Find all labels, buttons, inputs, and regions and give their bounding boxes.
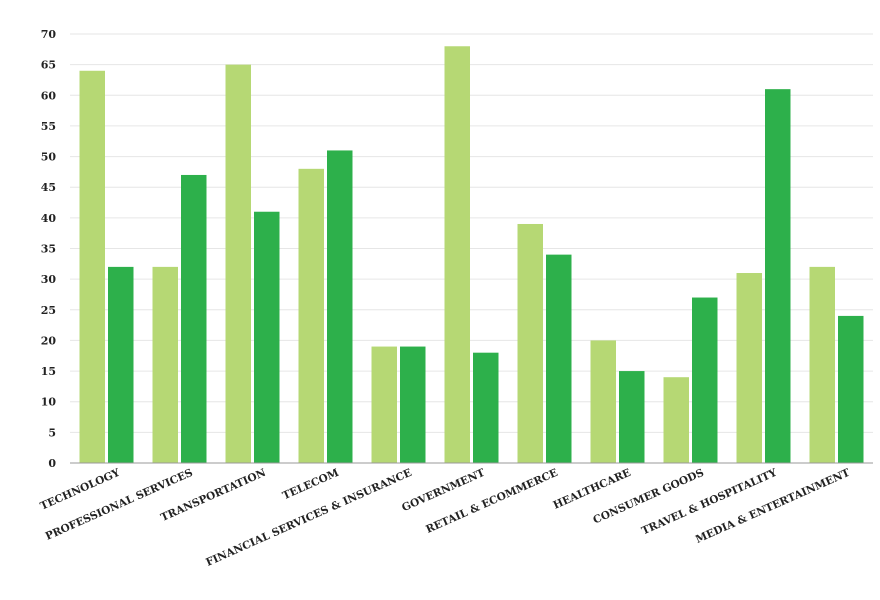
y-tick-label: 40 (41, 212, 57, 225)
bar (473, 352, 499, 463)
x-tick-label: TRAVEL & HOSPITALITY (640, 467, 779, 538)
y-tick-label: 35 (41, 243, 56, 256)
bars (79, 46, 864, 464)
bar (765, 89, 791, 464)
bar (400, 346, 426, 463)
y-tick-label: 70 (41, 28, 57, 41)
y-tick-label: 50 (41, 151, 57, 164)
bar (444, 46, 470, 463)
y-tick-label: 15 (41, 365, 56, 378)
bar (546, 254, 572, 463)
bar (663, 377, 689, 463)
y-tick-label: 0 (48, 457, 56, 470)
bar (79, 70, 105, 464)
bar (692, 297, 718, 463)
bar (298, 168, 324, 464)
bar (181, 174, 207, 463)
bar (736, 273, 762, 463)
bar (108, 266, 134, 463)
y-tick-label: 45 (41, 181, 56, 194)
y-tick-label: 10 (41, 396, 57, 409)
bar (809, 266, 835, 463)
y-tick-label: 5 (48, 426, 56, 439)
y-tick-label: 30 (41, 273, 57, 286)
y-tick-label: 25 (41, 304, 56, 317)
bar (225, 64, 251, 464)
x-tick-label: TELECOM (281, 467, 341, 503)
y-tick-label: 20 (41, 334, 57, 347)
bar (590, 340, 616, 463)
bar (619, 371, 645, 463)
y-tick-label: 60 (41, 89, 57, 102)
bar (152, 266, 178, 463)
bar (517, 223, 543, 463)
bar (838, 315, 864, 463)
bar (327, 150, 353, 463)
y-tick-label: 55 (41, 120, 56, 133)
x-tick-label: RETAIL & ECOMMERCE (424, 467, 560, 536)
bar (371, 346, 397, 463)
y-tick-label: 65 (41, 59, 56, 72)
bar (254, 211, 280, 463)
